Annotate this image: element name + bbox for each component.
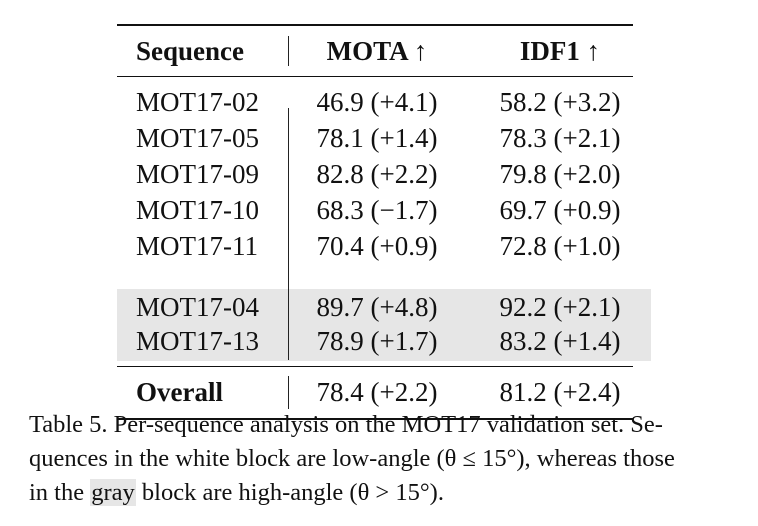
table-row-idf1: 58.2 (+3.2) — [499, 87, 621, 117]
table-row-idf1: 78.3 (+2.1) — [499, 123, 621, 153]
table-row-idf1: 92.2 (+2.1) — [499, 292, 621, 322]
caption-line-1: Table 5. Per-sequence analysis on the MO… — [29, 411, 663, 438]
table-row-sequence: MOT17-10 — [136, 195, 259, 225]
caption-gray-highlight: gray — [90, 479, 136, 506]
overall-idf1: 81.2 (+2.4) — [499, 377, 621, 407]
table-row-sequence: MOT17-02 — [136, 87, 259, 117]
high-angle-gray-block — [117, 289, 651, 361]
header-mota: MOTA ↑ — [326, 36, 428, 66]
table-row-sequence: MOT17-04 — [136, 292, 259, 322]
table-row-sequence: MOT17-09 — [136, 159, 259, 189]
table-row-sequence: MOT17-05 — [136, 123, 259, 153]
table-row-idf1: 83.2 (+1.4) — [499, 326, 621, 356]
overall-rule — [117, 366, 633, 367]
overall-divider — [288, 376, 289, 409]
header-rule — [117, 76, 633, 77]
table-row-mota: 89.7 (+4.8) — [316, 292, 438, 322]
table-row-mota: 78.1 (+1.4) — [316, 123, 438, 153]
table-row-idf1: 79.8 (+2.0) — [499, 159, 621, 189]
caption-line-3-post: block are high-angle (θ > 15°). — [135, 479, 444, 506]
body-divider — [288, 108, 289, 360]
table-row-mota: 46.9 (+4.1) — [316, 87, 438, 117]
caption-line-2: quences in the white block are low-angle… — [29, 445, 675, 472]
table-row-mota: 82.8 (+2.2) — [316, 159, 438, 189]
table-caption: Table 5. Per-sequence analysis on the MO… — [29, 408, 741, 510]
table-row-mota: 78.9 (+1.7) — [316, 326, 438, 356]
header-divider — [288, 36, 289, 66]
table-row-idf1: 72.8 (+1.0) — [499, 231, 621, 261]
header-sequence: Sequence — [136, 36, 244, 66]
table-row-sequence: MOT17-11 — [136, 231, 258, 261]
caption-line-3-pre: in the — [29, 479, 91, 506]
table-row-sequence: MOT17-13 — [136, 326, 259, 356]
table-row-mota: 70.4 (+0.9) — [316, 231, 438, 261]
top-rule — [117, 24, 633, 26]
overall-label: Overall — [136, 377, 223, 407]
table-row-idf1: 69.7 (+0.9) — [499, 195, 621, 225]
bottom-rule — [117, 418, 633, 420]
overall-mota: 78.4 (+2.2) — [316, 377, 438, 407]
table-row-mota: 68.3 (−1.7) — [316, 195, 438, 225]
header-idf1: IDF1 ↑ — [519, 36, 601, 66]
